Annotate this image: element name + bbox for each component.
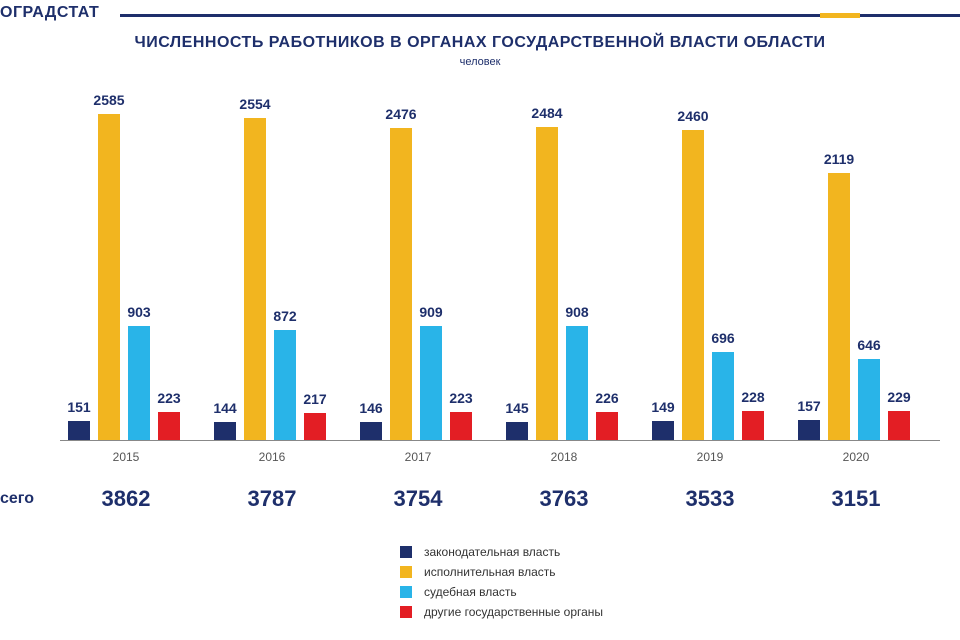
bar-label-judicial: 872 <box>265 308 305 324</box>
bar-legislative <box>68 421 90 440</box>
total-value: 3754 <box>352 486 484 512</box>
year-group: 14425548722172016 <box>206 100 338 440</box>
legend: законодательная власть исполнительная вла… <box>400 545 603 625</box>
total-value: 3787 <box>206 486 338 512</box>
bar-label-other: 223 <box>441 390 481 406</box>
bar-other <box>450 412 472 440</box>
bar-label-executive: 2119 <box>819 151 859 167</box>
bar-label-executive: 2585 <box>89 92 129 108</box>
year-label: 2019 <box>644 450 776 464</box>
legend-label: законодательная власть <box>424 545 560 559</box>
bar-judicial <box>712 352 734 440</box>
bar-label-legislative: 144 <box>205 400 245 416</box>
totals-row: 3862 3787 3754 3763 3533 3151 <box>60 486 940 516</box>
bar-label-legislative: 157 <box>789 398 829 414</box>
bar-executive <box>682 130 704 440</box>
legend-label: судебная власть <box>424 585 517 599</box>
legend-label: исполнительная власть <box>424 565 556 579</box>
year-label: 2015 <box>60 450 192 464</box>
bar-legislative <box>798 420 820 440</box>
bar-label-judicial: 696 <box>703 330 743 346</box>
bar-label-other: 226 <box>587 390 627 406</box>
bar-label-other: 223 <box>149 390 189 406</box>
bar-executive <box>390 128 412 440</box>
year-group: 14924606962282019 <box>644 100 776 440</box>
year-group: 14624769092232017 <box>352 100 484 440</box>
bar-label-legislative: 146 <box>351 400 391 416</box>
bar-judicial <box>128 326 150 440</box>
org-label: ОГРАДСТАТ <box>0 4 99 22</box>
bar-judicial <box>274 330 296 440</box>
bar-label-other: 229 <box>879 389 919 405</box>
bar-executive <box>98 114 120 440</box>
year-group: 14524849082262018 <box>498 100 630 440</box>
chart-title: ЧИСЛЕННОСТЬ РАБОТНИКОВ В ОРГАНАХ ГОСУДАР… <box>0 34 960 52</box>
bar-legislative <box>214 422 236 440</box>
bar-label-legislative: 145 <box>497 400 537 416</box>
chart-baseline <box>60 440 940 441</box>
bar-executive <box>828 173 850 440</box>
legend-swatch <box>400 566 412 578</box>
year-label: 2017 <box>352 450 484 464</box>
bar-judicial <box>566 326 588 440</box>
bar-label-executive: 2484 <box>527 105 567 121</box>
bar-other <box>158 412 180 440</box>
bar-label-judicial: 646 <box>849 337 889 353</box>
year-label: 2018 <box>498 450 630 464</box>
bar-judicial <box>858 359 880 440</box>
legend-swatch <box>400 606 412 618</box>
total-value: 3763 <box>498 486 630 512</box>
legend-item-judicial: судебная власть <box>400 585 603 599</box>
legend-swatch <box>400 546 412 558</box>
legend-item-legislative: законодательная власть <box>400 545 603 559</box>
bar-other <box>304 413 326 440</box>
total-value: 3862 <box>60 486 192 512</box>
year-group: 15721196462292020 <box>790 100 922 440</box>
bar-judicial <box>420 326 442 440</box>
legend-item-executive: исполнительная власть <box>400 565 603 579</box>
bar-label-judicial: 903 <box>119 304 159 320</box>
year-group: 15125859032232015 <box>60 100 192 440</box>
bar-label-executive: 2460 <box>673 108 713 124</box>
bar-legislative <box>652 421 674 440</box>
legend-swatch <box>400 586 412 598</box>
bar-label-executive: 2554 <box>235 96 275 112</box>
bar-label-legislative: 149 <box>643 399 683 415</box>
bar-label-other: 217 <box>295 391 335 407</box>
bar-label-executive: 2476 <box>381 106 421 122</box>
bar-other <box>742 411 764 440</box>
chart-area: 1512585903223201514425548722172016146247… <box>60 100 940 440</box>
total-row-label: сего <box>0 490 34 508</box>
chart-subtitle: человек <box>0 56 960 68</box>
bar-label-legislative: 151 <box>59 399 99 415</box>
header-accent <box>820 13 860 18</box>
bar-legislative <box>360 422 382 440</box>
legend-label: другие государственные органы <box>424 605 603 619</box>
bar-label-judicial: 908 <box>557 304 597 320</box>
legend-item-other: другие государственные органы <box>400 605 603 619</box>
bar-executive <box>536 127 558 440</box>
year-label: 2020 <box>790 450 922 464</box>
bar-other <box>596 412 618 440</box>
bar-legislative <box>506 422 528 440</box>
year-label: 2016 <box>206 450 338 464</box>
total-value: 3533 <box>644 486 776 512</box>
bar-label-other: 228 <box>733 389 773 405</box>
bar-other <box>888 411 910 440</box>
total-value: 3151 <box>790 486 922 512</box>
bar-label-judicial: 909 <box>411 304 451 320</box>
bar-executive <box>244 118 266 440</box>
